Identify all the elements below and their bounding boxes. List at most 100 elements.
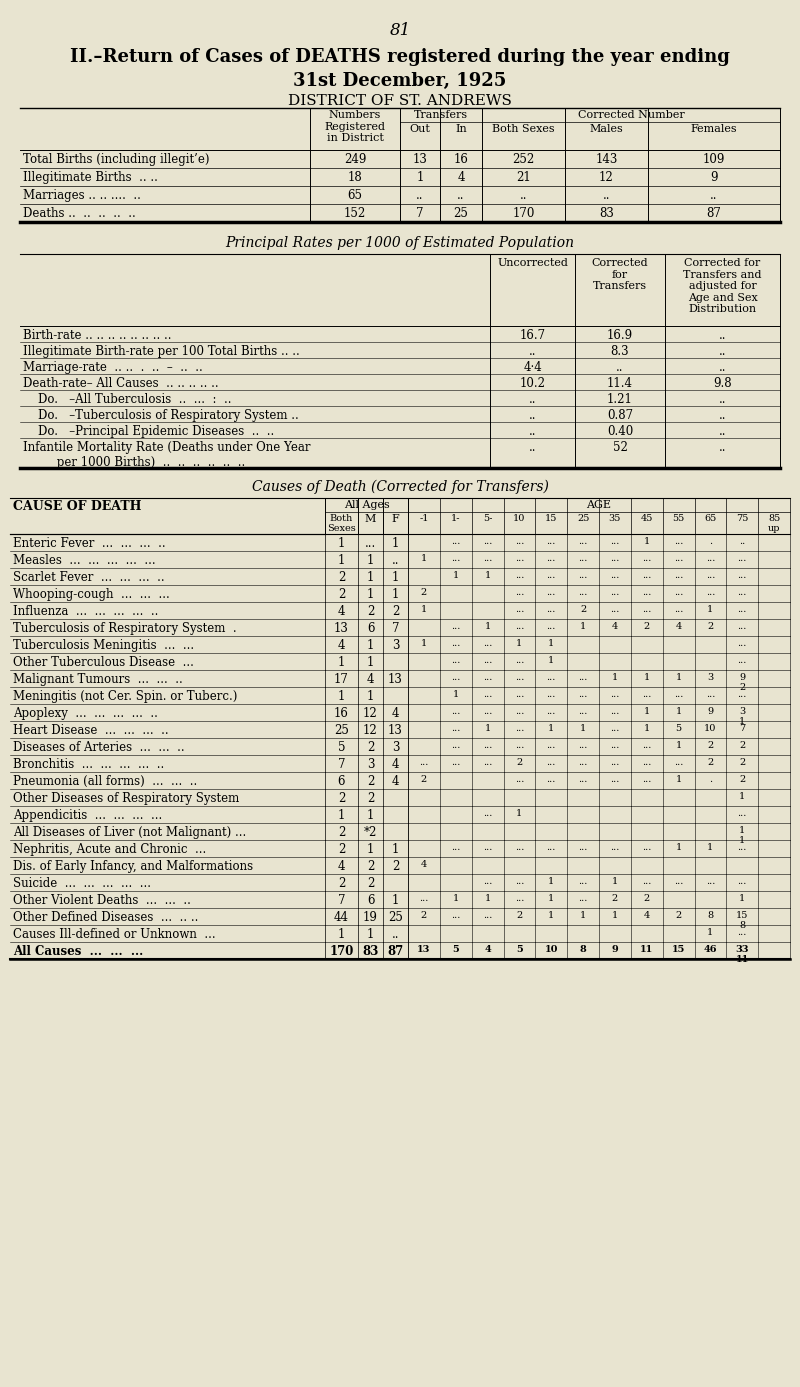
Text: 3: 3 <box>392 741 399 755</box>
Text: ...: ... <box>674 877 683 886</box>
Text: ..: .. <box>739 537 746 546</box>
Text: 2: 2 <box>367 792 374 804</box>
Text: ...: ... <box>546 553 556 563</box>
Text: 1: 1 <box>644 537 650 546</box>
Text: ...: ... <box>514 724 524 732</box>
Text: .: . <box>709 775 712 784</box>
Text: ...: ... <box>451 707 461 716</box>
Text: ...: ... <box>578 843 588 852</box>
Text: 2: 2 <box>739 775 746 784</box>
Text: 1.21: 1.21 <box>607 393 633 406</box>
Text: 1: 1 <box>516 809 522 818</box>
Text: ...: ... <box>483 639 492 648</box>
Text: 2: 2 <box>338 571 345 584</box>
Text: 1: 1 <box>416 171 424 184</box>
Text: 52: 52 <box>613 441 627 454</box>
Text: 18: 18 <box>348 171 362 184</box>
Text: All Diseases of Liver (not Malignant) ...: All Diseases of Liver (not Malignant) ..… <box>13 827 246 839</box>
Text: Influenza  ...  ...  ...  ...  ..: Influenza ... ... ... ... .. <box>13 605 158 619</box>
Text: ...: ... <box>483 911 492 920</box>
Text: ...: ... <box>514 673 524 682</box>
Text: ...: ... <box>578 689 588 699</box>
Text: ...: ... <box>610 537 620 546</box>
Text: Out: Out <box>410 123 430 135</box>
Text: 1: 1 <box>392 537 399 551</box>
Text: 2: 2 <box>338 843 345 856</box>
Text: 1: 1 <box>453 571 459 580</box>
Text: 10: 10 <box>545 945 558 954</box>
Text: 16.7: 16.7 <box>519 329 546 343</box>
Text: Causes Ill-defined or Unknown  ...: Causes Ill-defined or Unknown ... <box>13 928 216 940</box>
Text: ..: .. <box>718 345 726 358</box>
Text: CAUSE OF DEATH: CAUSE OF DEATH <box>13 499 142 513</box>
Text: 2: 2 <box>338 827 345 839</box>
Text: 2: 2 <box>516 911 522 920</box>
Text: 87: 87 <box>387 945 404 958</box>
Text: 1: 1 <box>421 553 427 563</box>
Text: ...: ... <box>674 537 683 546</box>
Text: ...: ... <box>546 537 556 546</box>
Text: 17: 17 <box>334 673 349 687</box>
Text: Do.   –Principal Epidemic Diseases  ..  ..: Do. –Principal Epidemic Diseases .. .. <box>23 424 274 438</box>
Text: 2: 2 <box>739 759 746 767</box>
Text: 10: 10 <box>514 515 526 523</box>
Text: 2: 2 <box>739 741 746 750</box>
Text: 75: 75 <box>736 515 749 523</box>
Text: ...: ... <box>642 741 651 750</box>
Text: 1: 1 <box>580 621 586 631</box>
Text: 25: 25 <box>334 724 349 736</box>
Text: 1: 1 <box>367 689 374 703</box>
Text: 6: 6 <box>366 621 374 635</box>
Text: 249: 249 <box>344 153 366 166</box>
Text: 4: 4 <box>644 911 650 920</box>
Text: ...: ... <box>610 553 620 563</box>
Text: ...: ... <box>738 809 747 818</box>
Text: ...: ... <box>451 639 461 648</box>
Text: 2: 2 <box>392 605 399 619</box>
Text: ...: ... <box>546 605 556 614</box>
Text: ...: ... <box>738 571 747 580</box>
Text: 109: 109 <box>703 153 725 166</box>
Text: 4: 4 <box>392 759 399 771</box>
Text: 4: 4 <box>612 621 618 631</box>
Text: ...: ... <box>578 759 588 767</box>
Text: ...: ... <box>706 689 715 699</box>
Text: ...: ... <box>546 707 556 716</box>
Text: 2: 2 <box>338 588 345 601</box>
Text: 1: 1 <box>548 724 554 732</box>
Text: ...: ... <box>642 759 651 767</box>
Text: ...: ... <box>578 537 588 546</box>
Text: ...: ... <box>514 895 524 903</box>
Text: Measles  ...  ...  ...  ...  ...: Measles ... ... ... ... ... <box>13 553 156 567</box>
Text: 1: 1 <box>367 588 374 601</box>
Text: 9
2: 9 2 <box>739 673 746 692</box>
Text: ...: ... <box>546 775 556 784</box>
Text: F: F <box>392 515 399 524</box>
Text: ...: ... <box>483 843 492 852</box>
Text: ...: ... <box>738 639 747 648</box>
Text: ...: ... <box>514 877 524 886</box>
Text: 13: 13 <box>388 724 403 736</box>
Text: 1: 1 <box>421 605 427 614</box>
Text: ...: ... <box>738 605 747 614</box>
Text: 4: 4 <box>484 945 491 954</box>
Text: 1: 1 <box>485 621 490 631</box>
Text: Scarlet Fever  ...  ...  ...  ..: Scarlet Fever ... ... ... .. <box>13 571 165 584</box>
Text: ...: ... <box>514 553 524 563</box>
Text: ...: ... <box>578 877 588 886</box>
Text: ..: .. <box>529 345 536 358</box>
Text: Dis. of Early Infancy, and Malformations: Dis. of Early Infancy, and Malformations <box>13 860 253 872</box>
Text: 35: 35 <box>609 515 621 523</box>
Text: 2: 2 <box>644 895 650 903</box>
Text: Suicide  ...  ...  ...  ...  ...: Suicide ... ... ... ... ... <box>13 877 151 890</box>
Text: 1: 1 <box>338 553 345 567</box>
Text: II.–Return of Cases of DEATHS registered during the year ending: II.–Return of Cases of DEATHS registered… <box>70 49 730 67</box>
Text: ...: ... <box>365 537 376 551</box>
Text: 25: 25 <box>577 515 590 523</box>
Text: ..: .. <box>718 441 726 454</box>
Text: 4: 4 <box>338 860 346 872</box>
Text: ...: ... <box>451 673 461 682</box>
Text: Numbers
Registered
in District: Numbers Registered in District <box>325 110 386 143</box>
Text: ...: ... <box>610 571 620 580</box>
Text: *2: *2 <box>364 827 377 839</box>
